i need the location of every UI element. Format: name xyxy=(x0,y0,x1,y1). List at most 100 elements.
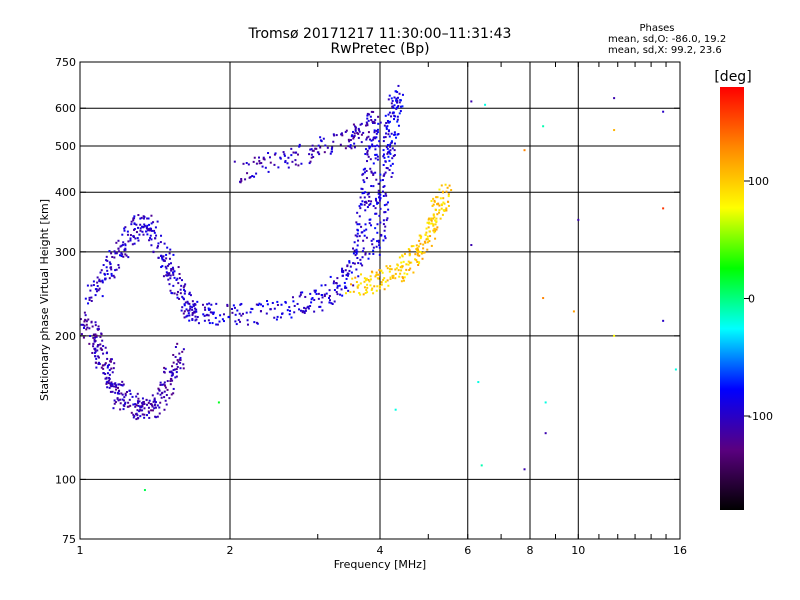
data-point xyxy=(94,347,97,350)
data-point xyxy=(298,143,301,146)
data-point xyxy=(362,179,365,182)
data-point xyxy=(299,309,302,312)
data-point xyxy=(350,271,353,274)
data-point xyxy=(384,136,387,139)
data-point xyxy=(127,401,130,404)
data-point xyxy=(264,166,267,169)
data-point xyxy=(195,308,198,311)
data-point xyxy=(135,412,138,415)
data-point xyxy=(291,160,294,163)
data-point xyxy=(116,386,119,389)
data-point xyxy=(379,207,382,210)
data-point xyxy=(372,173,375,176)
data-point xyxy=(141,413,144,416)
data-point xyxy=(323,293,326,296)
data-point xyxy=(416,247,419,250)
data-point xyxy=(434,208,437,211)
data-point xyxy=(433,216,436,219)
data-point xyxy=(399,272,402,275)
data-point xyxy=(292,151,295,154)
data-point xyxy=(118,266,121,269)
data-point xyxy=(147,406,150,409)
data-point xyxy=(92,336,95,339)
data-point xyxy=(419,251,422,254)
data-point xyxy=(143,224,146,227)
data-point xyxy=(418,254,421,257)
data-point xyxy=(284,301,287,304)
data-point xyxy=(357,239,360,242)
data-point xyxy=(348,260,351,263)
data-point xyxy=(387,121,390,124)
data-point xyxy=(89,334,92,337)
data-point xyxy=(182,312,185,315)
data-point xyxy=(332,282,335,285)
data-point xyxy=(366,193,369,196)
data-point xyxy=(377,196,380,199)
data-point xyxy=(358,128,361,131)
data-point xyxy=(311,144,314,147)
data-point xyxy=(287,166,290,169)
data-point xyxy=(393,114,396,117)
data-point xyxy=(367,279,370,282)
data-point xyxy=(341,269,344,272)
data-point xyxy=(120,252,123,255)
data-point xyxy=(379,193,382,196)
data-point xyxy=(480,464,483,467)
data-point xyxy=(184,283,187,286)
data-point xyxy=(160,254,163,257)
data-point xyxy=(349,265,352,268)
data-point xyxy=(169,377,172,380)
data-point xyxy=(376,158,379,161)
data-point xyxy=(145,399,148,402)
data-point xyxy=(182,367,185,370)
x-tick-label: 16 xyxy=(673,544,687,557)
data-point xyxy=(386,167,389,170)
data-point xyxy=(179,361,182,364)
data-point xyxy=(156,415,159,418)
data-point xyxy=(392,274,395,277)
data-point xyxy=(363,181,366,184)
data-point xyxy=(94,321,97,324)
data-point xyxy=(380,283,383,286)
data-point xyxy=(388,150,391,153)
data-point xyxy=(147,401,150,404)
data-point xyxy=(403,252,406,255)
data-point xyxy=(367,155,370,158)
data-point xyxy=(215,323,218,326)
data-point xyxy=(359,282,362,285)
data-point xyxy=(328,295,331,298)
data-point xyxy=(416,260,419,263)
data-point xyxy=(118,392,121,395)
data-point xyxy=(361,250,364,253)
data-point xyxy=(383,204,386,207)
data-point xyxy=(145,226,148,229)
data-point xyxy=(376,231,379,234)
data-point xyxy=(364,200,367,203)
data-point xyxy=(106,372,109,375)
data-point xyxy=(115,385,118,388)
data-point xyxy=(147,217,150,220)
data-point xyxy=(121,393,124,396)
data-point xyxy=(249,311,252,314)
data-point xyxy=(284,160,287,163)
data-point xyxy=(117,250,120,253)
data-point xyxy=(374,275,377,278)
data-point xyxy=(372,121,375,124)
data-point xyxy=(206,303,209,306)
data-point xyxy=(332,140,335,143)
data-point xyxy=(226,305,229,308)
data-point xyxy=(153,400,156,403)
data-point xyxy=(304,309,307,312)
data-point xyxy=(174,368,177,371)
data-point xyxy=(386,144,389,147)
data-point xyxy=(183,316,186,319)
data-point xyxy=(358,223,361,226)
data-point xyxy=(388,135,391,138)
data-point xyxy=(309,292,312,295)
data-point xyxy=(195,310,198,313)
data-point xyxy=(242,162,245,165)
data-point xyxy=(85,328,88,331)
data-point xyxy=(159,383,162,386)
data-point xyxy=(156,245,159,248)
data-point xyxy=(395,97,398,100)
